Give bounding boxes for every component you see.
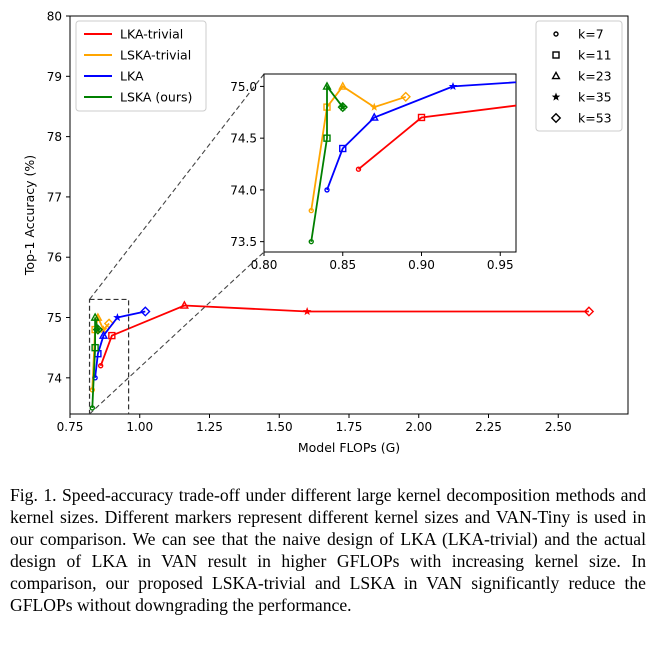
x-tick-label: 1.50: [266, 420, 293, 434]
inset-y-tick-label: 74.5: [230, 132, 257, 146]
inset-data-point-k=11: [417, 113, 426, 122]
inset-x-tick-label: 0.85: [329, 258, 356, 272]
y-tick-label: 77: [47, 190, 62, 204]
marker-legend-circle-icon: [553, 31, 559, 37]
data-point-k=35: [113, 313, 122, 322]
y-tick-label: 76: [47, 251, 62, 265]
marker-legend-label: k=7: [578, 27, 604, 42]
legend-label: LKA-trivial: [120, 27, 183, 42]
inset-series-line: [326, 81, 516, 191]
marker-legend-label: k=11: [578, 48, 612, 63]
y-tick-label: 78: [47, 130, 62, 144]
inset-data-point-k=7: [355, 166, 362, 172]
marker-legend-box: [535, 20, 623, 132]
inset-data-point-k=35: [448, 81, 458, 91]
series-lska-ours: [89, 312, 104, 411]
inset-data-point-k=53: [400, 91, 411, 102]
inset-frame: [263, 73, 517, 253]
data-point-k=11: [108, 331, 116, 340]
x-tick-label: 1.75: [336, 420, 363, 434]
inset-data-point-k=23: [322, 81, 332, 90]
inset-data-point-k=7: [308, 207, 314, 214]
marker-legend-diamond-icon: [550, 112, 562, 124]
marker-legend-square-icon: [552, 51, 560, 59]
inset-data-point-k=23: [338, 81, 348, 90]
x-tick-label: 0.75: [57, 420, 84, 434]
series-line: [91, 317, 99, 409]
y-axis-label: Top-1 Accuracy (%): [22, 155, 37, 276]
inset-series-line: [357, 104, 516, 170]
inset-y-tick-label: 73.5: [230, 235, 257, 249]
series-line: [94, 310, 146, 378]
data-point-k=53: [92, 324, 104, 335]
x-tick-label: 2.50: [545, 420, 572, 434]
marker-legend-triangle-icon: [551, 70, 561, 80]
inset-y-tick-label: 74.0: [230, 183, 257, 197]
inset-series-line: [310, 83, 344, 242]
inset-series-lka: [324, 81, 516, 193]
inset-y-tick-label: 75.0: [230, 80, 257, 94]
data-point-k=7: [89, 405, 96, 411]
inset-series-lska-ours: [308, 81, 348, 245]
inset-data-point-k=53: [337, 101, 348, 113]
data-point-k=23: [90, 312, 100, 321]
inset-data-point-k=7: [324, 187, 330, 193]
inset-series-line: [310, 85, 407, 211]
y-tick-label: 75: [47, 311, 62, 325]
x-tick-label: 1.00: [126, 420, 153, 434]
marker-legend-label: k=23: [578, 69, 612, 84]
marker-legend: k=7 k=11 k=23 k=35 k=53: [535, 20, 623, 132]
inset-series-lka-trivial: [355, 104, 516, 172]
inset-x-tick-label: 0.95: [487, 258, 514, 272]
marker-legend-label: k=35: [578, 90, 612, 105]
inset-data-point-k=11: [323, 134, 331, 142]
zoom-connector-bottom: [89, 251, 265, 415]
data-point-k=53: [140, 306, 151, 317]
x-axis-label: Model FLOPs (G): [298, 440, 400, 455]
x-tick-label: 2.25: [475, 420, 502, 434]
inset-series-lska-trivial: [308, 81, 411, 214]
legend-label: LSKA-trivial: [120, 48, 191, 63]
legend-label: LSKA (ours): [120, 90, 192, 105]
inset-data-point-k=23: [369, 112, 379, 121]
data-point-k=35: [302, 307, 312, 316]
x-tick-label: 2.00: [405, 420, 432, 434]
zoom-region-box: [88, 298, 130, 415]
data-point-k=7: [97, 363, 104, 369]
inset-x-tick-label: 0.90: [408, 258, 435, 272]
data-point-k=11: [91, 343, 99, 352]
marker-legend-label: k=53: [578, 111, 612, 126]
series-lka-trivial: [97, 300, 595, 369]
inset-x-tick-label: 0.80: [251, 258, 278, 272]
y-tick-label: 74: [47, 371, 62, 385]
data-point-k=23: [179, 300, 189, 309]
data-point-k=53: [583, 306, 595, 317]
y-tick-label: 80: [47, 10, 62, 24]
inset-data-point-k=11: [339, 144, 347, 153]
marker-legend-star-icon: [551, 92, 561, 101]
speed-accuracy-chart: 0.75 1.00 1.25 1.50 1.75 2.00 2.25 2.50 74 75 76 77…: [22, 10, 629, 455]
inset-data-point-k=7: [308, 238, 314, 245]
series-legend-box: [75, 20, 207, 112]
series-legend: LKA-trivial LSKA-trivial LKA LSKA (ours): [75, 20, 207, 112]
series-lka: [92, 306, 151, 381]
data-point-k=23: [98, 330, 109, 339]
legend-label: LKA: [120, 69, 144, 84]
series-line: [99, 304, 589, 367]
inset-data-point-k=35: [370, 102, 379, 111]
x-tick-label: 1.25: [196, 420, 223, 434]
y-tick-label: 79: [47, 70, 62, 84]
inset-plot-area: [308, 81, 516, 245]
figure-caption: Fig. 1. Speed-accuracy trade-off under d…: [10, 485, 646, 615]
inset-axes: 0.80 0.85 0.90 0.95 73.5 74.0 74.5 75.0: [230, 73, 517, 272]
